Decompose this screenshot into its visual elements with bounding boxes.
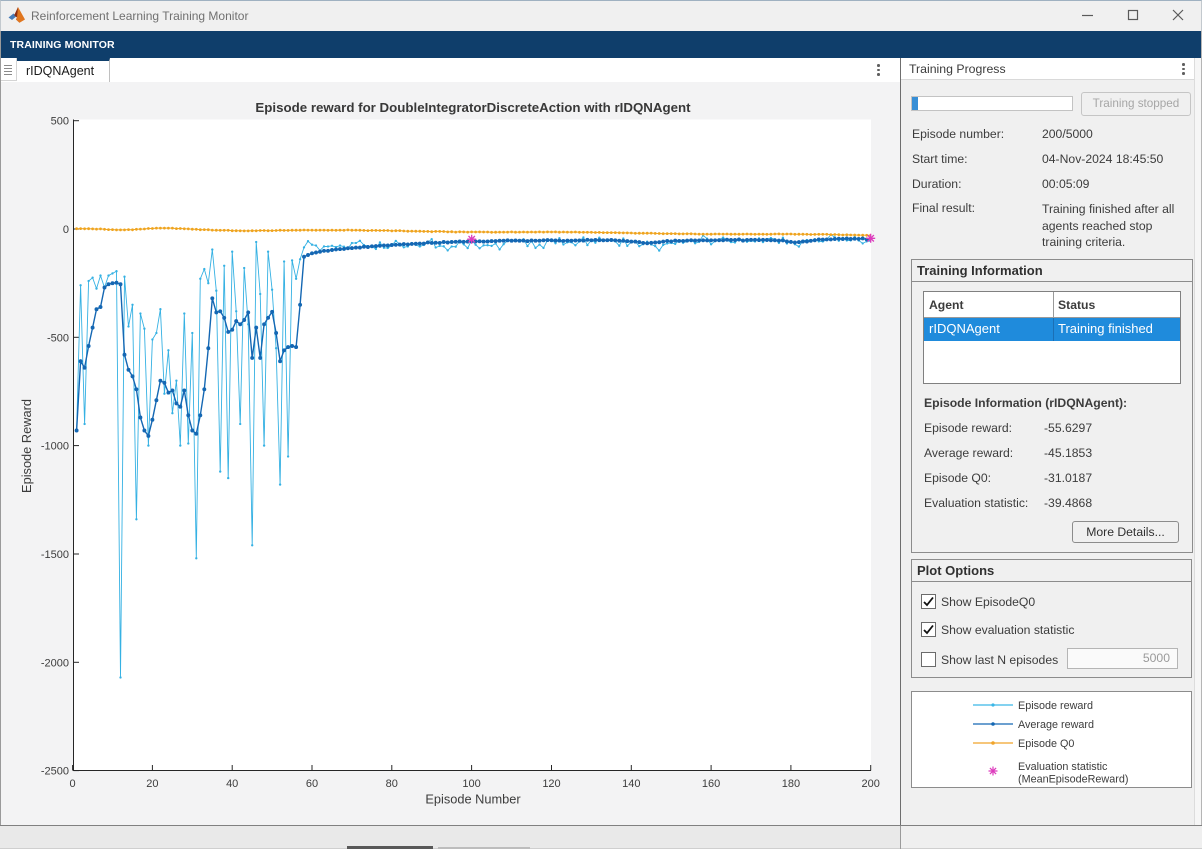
svg-text:Episode Number: Episode Number: [425, 792, 521, 807]
svg-text:20: 20: [146, 778, 158, 790]
svg-text:Episode Q0: Episode Q0: [1018, 738, 1074, 750]
svg-text:40: 40: [226, 778, 238, 790]
svg-text:Episode Reward: Episode Reward: [19, 399, 34, 493]
svg-text:60: 60: [306, 778, 318, 790]
svg-text:Average reward: Average reward: [1018, 719, 1094, 731]
svg-text:200: 200: [862, 778, 880, 790]
svg-text:Episode reward: Episode reward: [1018, 700, 1093, 712]
svg-text:120: 120: [542, 778, 560, 790]
svg-text:180: 180: [782, 778, 800, 790]
svg-text:160: 160: [702, 778, 720, 790]
svg-text:80: 80: [386, 778, 398, 790]
svg-text:100: 100: [462, 778, 480, 790]
svg-text:-500: -500: [47, 332, 69, 344]
svg-text:Evaluation statistic: Evaluation statistic: [1018, 761, 1108, 773]
svg-text:-1500: -1500: [41, 549, 69, 561]
svg-text:-2000: -2000: [41, 657, 69, 669]
svg-text:0: 0: [63, 224, 69, 236]
svg-text:0: 0: [70, 778, 76, 790]
svg-text:500: 500: [51, 116, 69, 128]
svg-text:140: 140: [622, 778, 640, 790]
svg-text:-2500: -2500: [41, 766, 69, 778]
svg-text:-1000: -1000: [41, 441, 69, 453]
svg-text:(MeanEpisodeReward): (MeanEpisodeReward): [1018, 774, 1128, 786]
